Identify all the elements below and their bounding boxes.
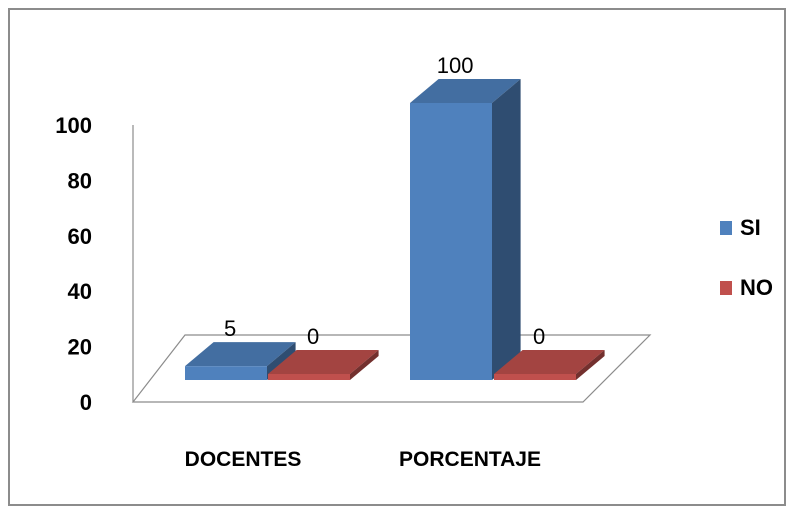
y-tick-label: 100	[55, 113, 92, 138]
bar-top-face	[410, 79, 521, 103]
legend-label-si: SI	[740, 215, 761, 240]
bar-side-face	[492, 79, 521, 380]
y-tick-label: 80	[68, 168, 92, 193]
legend-swatch-no	[720, 281, 732, 295]
bar-front-face	[185, 366, 267, 380]
legend-label-no: NO	[740, 275, 773, 300]
data-label-si-porcentaje: 100	[437, 53, 474, 78]
bar-no-porcentaje	[494, 350, 605, 380]
data-label-no-docentes: 0	[307, 324, 319, 349]
data-label-si-docentes: 5	[224, 316, 236, 341]
bar-side-face	[350, 350, 379, 380]
y-tick-label: 0	[80, 390, 92, 415]
bar-side-face	[576, 350, 605, 380]
category-label-docentes: DOCENTES	[185, 448, 302, 471]
data-label-no-porcentaje: 0	[533, 324, 545, 349]
y-tick-label: 20	[68, 335, 92, 360]
bar-top-face	[494, 350, 605, 374]
chart-frame	[8, 8, 786, 506]
bar-front-face	[268, 374, 350, 380]
y-tick-label: 60	[68, 224, 92, 249]
bar-top-face	[268, 350, 379, 374]
chart-floor	[131, 334, 652, 403]
bar-front-face	[410, 103, 492, 380]
bar-no-docentes	[268, 350, 379, 380]
y-tick-label: 40	[68, 279, 92, 304]
bar-top-face	[185, 342, 296, 367]
legend-swatch-si	[720, 221, 732, 235]
category-label-porcentaje: PORCENTAJE	[399, 448, 541, 471]
bar-si-porcentaje	[410, 79, 521, 380]
bar-front-face	[494, 374, 576, 380]
